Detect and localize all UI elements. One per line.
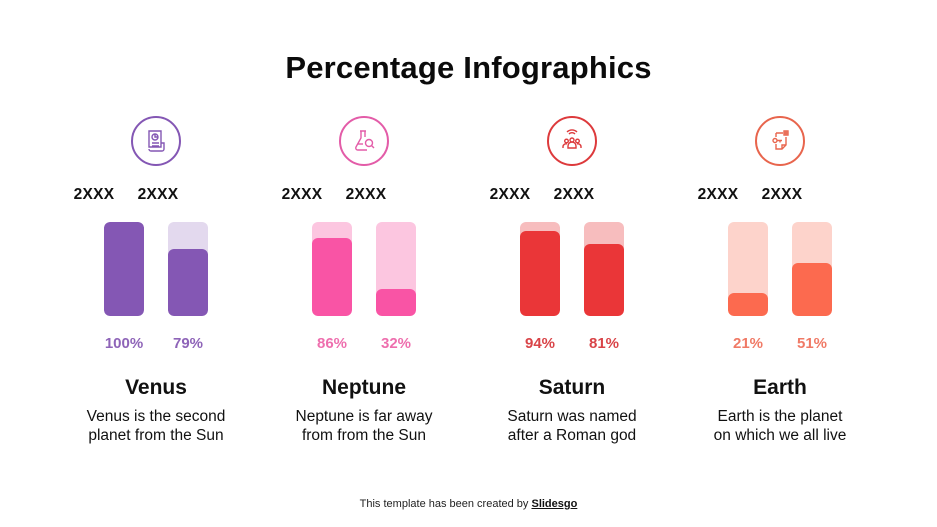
slidesgo-link[interactable]: Slidesgo	[531, 498, 578, 510]
year-label-2: 2XXX	[137, 186, 179, 203]
percent-label-2: 81%	[588, 335, 620, 352]
planet-name: Neptune	[322, 376, 406, 399]
year-label-1: 2XXX	[281, 186, 323, 203]
year-label-2: 2XXX	[553, 186, 595, 203]
description-line: Venus is the second	[86, 408, 226, 425]
bar-fill	[312, 237, 352, 316]
planet-description: Earth is the planet on which we all live	[670, 407, 890, 445]
bar-1	[728, 222, 768, 316]
year-label-1: 2XXX	[73, 186, 115, 203]
percent-label-1: 100%	[104, 335, 144, 352]
bar-fill	[792, 263, 832, 316]
description-line: Saturn was named	[507, 408, 637, 425]
year-label-1: 2XXX	[697, 186, 739, 203]
year-label-2: 2XXX	[345, 186, 387, 203]
planet-name: Saturn	[538, 376, 606, 399]
credit-footer: This template has been created by Slides…	[0, 498, 937, 510]
credit-text: This template has been created by	[359, 498, 532, 510]
flask-search-icon	[339, 116, 389, 166]
bar-2	[168, 222, 208, 316]
bar-2	[376, 222, 416, 316]
year-label-2: 2XXX	[761, 186, 803, 203]
percent-label-1: 94%	[524, 335, 556, 352]
document-key-icon	[755, 116, 805, 166]
percent-label-1: 86%	[316, 335, 348, 352]
bar-1	[312, 222, 352, 316]
planet-description: Neptune is far away from from the Sun	[254, 407, 474, 445]
report-chart-icon	[131, 116, 181, 166]
bar-fill	[728, 293, 768, 316]
description-line: from from the Sun	[301, 427, 427, 444]
bar-fill	[168, 249, 208, 316]
description-line: Neptune is far away	[295, 408, 433, 425]
percent-label-2: 79%	[172, 335, 204, 352]
planet-name: Venus	[125, 376, 187, 399]
bar-2	[792, 222, 832, 316]
percent-label-2: 51%	[796, 335, 828, 352]
bar-fill	[520, 231, 560, 316]
planet-description: Saturn was named after a Roman god	[462, 407, 682, 445]
group-signal-icon	[547, 116, 597, 166]
description-line: planet from the Sun	[88, 427, 224, 444]
planet-description: Venus is the second planet from the Sun	[46, 407, 266, 445]
planet-name: Earth	[753, 376, 807, 399]
percent-label-2: 32%	[380, 335, 412, 352]
page-title: Percentage Infographics	[285, 50, 652, 85]
bar-2	[584, 222, 624, 316]
percent-label-1: 21%	[732, 335, 764, 352]
bar-1	[104, 222, 144, 316]
bar-fill	[104, 222, 144, 316]
description-line: Earth is the planet	[717, 408, 843, 425]
description-line: after a Roman god	[507, 427, 637, 444]
year-label-1: 2XXX	[489, 186, 531, 203]
description-line: on which we all live	[713, 427, 847, 444]
bar-fill	[584, 243, 624, 316]
bar-1	[520, 222, 560, 316]
bar-fill	[376, 288, 416, 316]
